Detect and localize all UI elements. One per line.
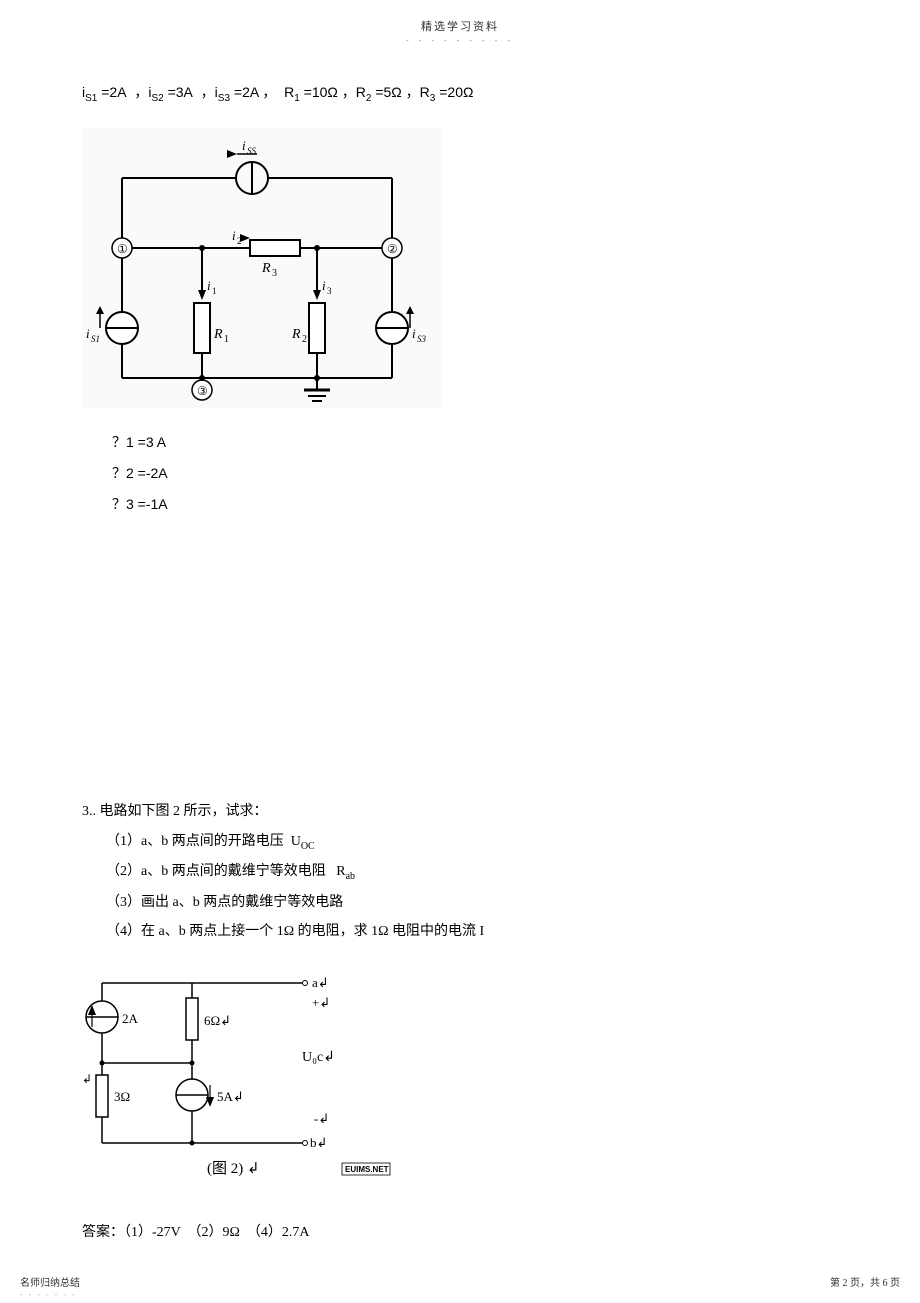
svg-text:i: i — [322, 278, 326, 293]
svg-text:↲: ↲ — [82, 1072, 92, 1086]
figure-2: a↲ +↲ 2A 6Ω↲ U₀c↲ — [82, 963, 842, 1202]
svg-text:2A: 2A — [122, 1011, 139, 1026]
svg-text:i: i — [412, 326, 416, 341]
svg-text:SS: SS — [247, 146, 257, 156]
svg-text:-↲: -↲ — [314, 1111, 329, 1126]
svg-text:R: R — [291, 327, 301, 342]
page-header: 精选学习资料 — [0, 0, 920, 34]
svg-text:3: 3 — [272, 268, 277, 279]
svg-text:(图 2) ↲: (图 2) ↲ — [207, 1160, 260, 1177]
svg-text:2: 2 — [302, 334, 307, 345]
svg-text:3Ω: 3Ω — [114, 1089, 130, 1104]
footer-right: 第 2 页，共 6 页 — [830, 1274, 900, 1289]
node-2-label: ② — [387, 242, 398, 256]
q3-stem: 3.. 电路如下图 2 所示，试求： — [82, 799, 842, 824]
q3-p2: （2）a、b 两点间的戴维宁等效电阻 Rab — [106, 859, 842, 886]
footer-left-dots: - - - - - - - — [20, 1290, 77, 1299]
params-line: iS1 =2A ，iS2 =3A ，iS3 =2A ， R1 =10Ω ，R2 … — [82, 80, 842, 108]
svg-text:i: i — [232, 228, 236, 243]
footer-left: 名师归纳总结 — [20, 1274, 80, 1289]
answer-i1: ？1 =3 A — [112, 427, 842, 458]
svg-text:R: R — [213, 327, 223, 342]
page-header-dots: - - - - - - - - - — [0, 36, 920, 45]
answer-i3: ？3 =-1A — [112, 489, 842, 520]
answer-3: 答案：（1）-27V （2）9Ω （4）2.7A — [82, 1220, 842, 1245]
svg-text:a↲: a↲ — [312, 975, 329, 990]
svg-text:S1: S1 — [91, 334, 100, 344]
svg-text:i: i — [242, 138, 246, 153]
svg-text:+↲: +↲ — [312, 995, 330, 1010]
q3-p3: （3）画出 a、b 两点的戴维宁等效电路 — [106, 890, 842, 915]
content-area: iS1 =2A ，iS2 =3A ，iS3 =2A ， R1 =10Ω ，R2 … — [82, 80, 842, 1245]
svg-text:1: 1 — [212, 286, 217, 296]
answers-1: ？1 =3 A ？2 =-2A ？3 =-1A — [112, 427, 842, 519]
answer-i2: ？2 =-2A — [112, 458, 842, 489]
svg-text:S3: S3 — [417, 334, 427, 344]
svg-text:6Ω↲: 6Ω↲ — [204, 1013, 231, 1028]
svg-text:EUIMS.NET: EUIMS.NET — [345, 1165, 389, 1174]
svg-text:3: 3 — [327, 286, 332, 296]
svg-text:5A↲: 5A↲ — [217, 1089, 244, 1104]
node-3-label: ③ — [197, 384, 208, 398]
node-1-label: ① — [117, 242, 128, 256]
figure-1: i SS ① ② i 2 R 3 — [82, 128, 842, 417]
q3-p1: （1）a、b 两点间的开路电压 UOC — [106, 829, 842, 856]
svg-text:R: R — [261, 261, 271, 276]
circuit-diagram-2: a↲ +↲ 2A 6Ω↲ U₀c↲ — [82, 963, 392, 1193]
circuit-diagram-1: i SS ① ② i 2 R 3 — [82, 128, 442, 408]
svg-text:i: i — [207, 278, 211, 293]
q3-p4: （4）在 a、b 两点上接一个 1Ω 的电阻，求 1Ω 电阻中的电流 I — [106, 919, 842, 944]
svg-text:i: i — [86, 326, 90, 341]
svg-text:1: 1 — [224, 334, 229, 345]
question-3: 3.. 电路如下图 2 所示，试求： （1）a、b 两点间的开路电压 UOC （… — [82, 799, 842, 1245]
svg-text:U₀c↲: U₀c↲ — [302, 1050, 335, 1065]
svg-text:b↲: b↲ — [310, 1135, 327, 1150]
